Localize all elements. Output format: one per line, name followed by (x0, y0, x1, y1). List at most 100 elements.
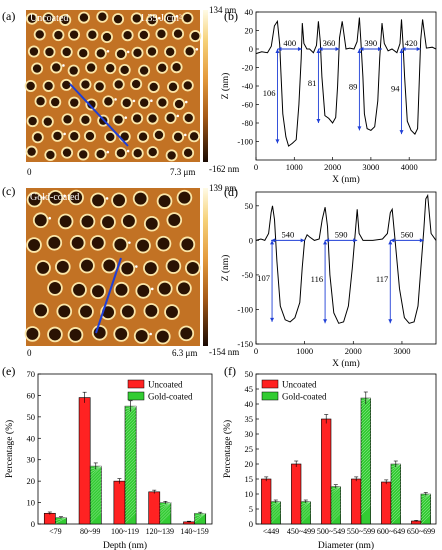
bar-hatch (124, 499, 137, 512)
debris-particle (124, 116, 128, 119)
hole (37, 261, 50, 274)
bar-hatch (124, 448, 137, 461)
arrow-head (357, 126, 362, 131)
arrow-head (357, 49, 362, 53)
bar-hatch (420, 502, 431, 513)
scale-c-end: 6.3 μm (172, 348, 197, 358)
debris-particle (105, 197, 109, 200)
bar-hatch (270, 509, 281, 520)
hole (120, 132, 129, 141)
hole (102, 306, 115, 319)
category-label: 80~99 (80, 527, 100, 536)
bar-hatch (270, 501, 281, 508)
bar-hatch (300, 506, 311, 517)
legend-swatch (261, 391, 279, 401)
colorbar-c-max: 139 nm (209, 183, 236, 193)
hole (52, 63, 61, 72)
hole (114, 115, 123, 124)
bar-hatch (124, 421, 137, 434)
hole (158, 98, 167, 107)
bar-hatch (330, 491, 341, 502)
bar-hatch (300, 501, 311, 511)
hole (168, 214, 181, 227)
width-label: 360 (323, 38, 336, 48)
hole (79, 13, 89, 22)
y-tick-label: 20 (27, 476, 36, 486)
hole (158, 195, 171, 208)
bar-hatch (360, 460, 371, 471)
hole (180, 327, 193, 340)
y-tick-label: -80 (242, 118, 253, 128)
bar-hatch (330, 503, 341, 514)
hole (174, 99, 184, 109)
bar-hatch (360, 475, 371, 486)
hole (147, 16, 157, 25)
bar-hatch (300, 509, 311, 520)
y-tick-label: 30 (245, 429, 254, 439)
debris-particle (114, 98, 117, 101)
hole (157, 63, 167, 72)
hole (96, 149, 105, 159)
bar-hatch (360, 481, 371, 492)
hole (131, 79, 141, 89)
bar-hatch (124, 406, 137, 419)
bar-hatch (360, 472, 371, 483)
bar-hatch (90, 496, 102, 509)
bar-hatch (300, 503, 311, 514)
plot-frame (255, 191, 437, 345)
bar-hatch (124, 433, 137, 446)
hole (49, 191, 62, 204)
bar-hatch (124, 415, 137, 428)
hole (167, 151, 176, 160)
y-tick-label: 35 (245, 414, 254, 424)
bar-hatch (390, 502, 401, 513)
hole (183, 148, 193, 158)
hole (35, 304, 48, 317)
bar-hatch (360, 415, 371, 426)
hole (177, 282, 190, 295)
bar-hatch (390, 490, 401, 501)
bar-hatch (124, 439, 137, 452)
bar-hatch (90, 511, 102, 524)
y-tick-label: -50 (242, 270, 253, 280)
bar-hatch (55, 517, 67, 521)
x-axis-label: Diameter (nm) (318, 540, 374, 550)
y-tick-label: 10 (245, 489, 254, 499)
arrow-head (297, 47, 302, 51)
profile-curve (255, 193, 437, 324)
hole (139, 30, 149, 40)
hole (27, 14, 37, 23)
y-tick-label: -100 (237, 137, 253, 147)
arrow-head (275, 49, 280, 53)
hole (138, 132, 148, 141)
bar-hatch (390, 466, 401, 477)
hole (158, 282, 171, 295)
hole (115, 283, 128, 296)
hole (165, 306, 178, 319)
bar-hatch (360, 403, 371, 414)
depth-label: 117 (376, 274, 388, 284)
hole (80, 305, 93, 318)
debris-particle (126, 50, 130, 54)
hole (106, 63, 115, 73)
hole (63, 115, 72, 124)
bar-hatch (124, 424, 137, 437)
hole (44, 14, 53, 23)
category-label: 140~159 (180, 527, 208, 536)
bar-hatch (300, 512, 311, 523)
bar-hatch (360, 400, 371, 411)
y-axis-label: Z (nm) (220, 255, 231, 282)
hole (132, 114, 142, 123)
bar-hatch (159, 502, 172, 509)
hole (181, 238, 194, 251)
bar-hatch (124, 508, 137, 521)
bar-hatch (90, 502, 102, 515)
bar-hatch (330, 500, 341, 511)
hole (92, 285, 105, 298)
width-label: 560 (401, 229, 414, 239)
x-tick-label: 4000 (401, 162, 418, 172)
hole (26, 81, 35, 91)
bar-hatch (270, 506, 281, 517)
holes-gold-coated (24, 189, 201, 345)
panel-f-tag: (f) (224, 364, 236, 378)
